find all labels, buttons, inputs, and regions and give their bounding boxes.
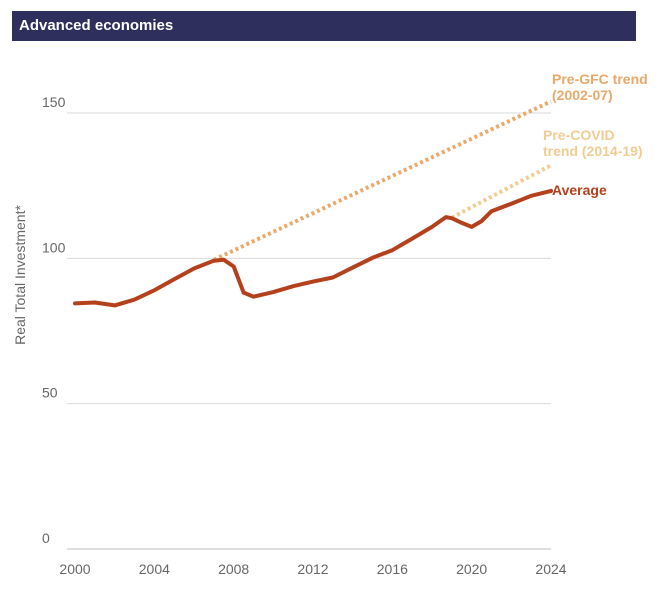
y-tick-label-0: 0 bbox=[42, 530, 50, 546]
x-tick-label-2000: 2000 bbox=[59, 561, 90, 577]
axis-ticks: 0 50 100 150 2000 2004 2008 2012 2016 2020 2024 bbox=[42, 94, 567, 577]
series-line-pre-covid-trend-2014-19 bbox=[450, 163, 552, 220]
series-lines bbox=[73, 99, 553, 308]
series-label-pre-covid-trend-2014-19-1: trend (2014-19) bbox=[543, 143, 643, 159]
chart-title: Advanced economies bbox=[19, 17, 174, 34]
x-tick-label-2020: 2020 bbox=[456, 561, 487, 577]
series-label-average-0: Average bbox=[552, 182, 607, 198]
series-label-pre-gfc-trend-2002-07-0: Pre-GFC trend bbox=[552, 71, 648, 87]
gridlines bbox=[67, 112, 551, 550]
y-tick-label-150: 150 bbox=[42, 94, 66, 110]
x-tick-label-2024: 2024 bbox=[535, 561, 566, 577]
series-label-pre-covid-trend-2014-19-0: Pre-COVID bbox=[543, 127, 615, 143]
x-tick-label-2008: 2008 bbox=[218, 561, 249, 577]
series-line-pre-gfc-trend-2002-07 bbox=[212, 99, 552, 262]
x-tick-label-2016: 2016 bbox=[377, 561, 408, 577]
y-axis-label: Real Total Investment* bbox=[12, 205, 28, 345]
x-tick-label-2012: 2012 bbox=[297, 561, 328, 577]
series-line-average bbox=[73, 188, 553, 308]
y-tick-label-100: 100 bbox=[42, 239, 66, 255]
y-tick-label-50: 50 bbox=[42, 385, 58, 401]
x-tick-label-2004: 2004 bbox=[139, 561, 170, 577]
chart-title-banner: Advanced economies bbox=[12, 11, 636, 41]
series-label-pre-gfc-trend-2002-07-1: (2002-07) bbox=[552, 87, 613, 103]
